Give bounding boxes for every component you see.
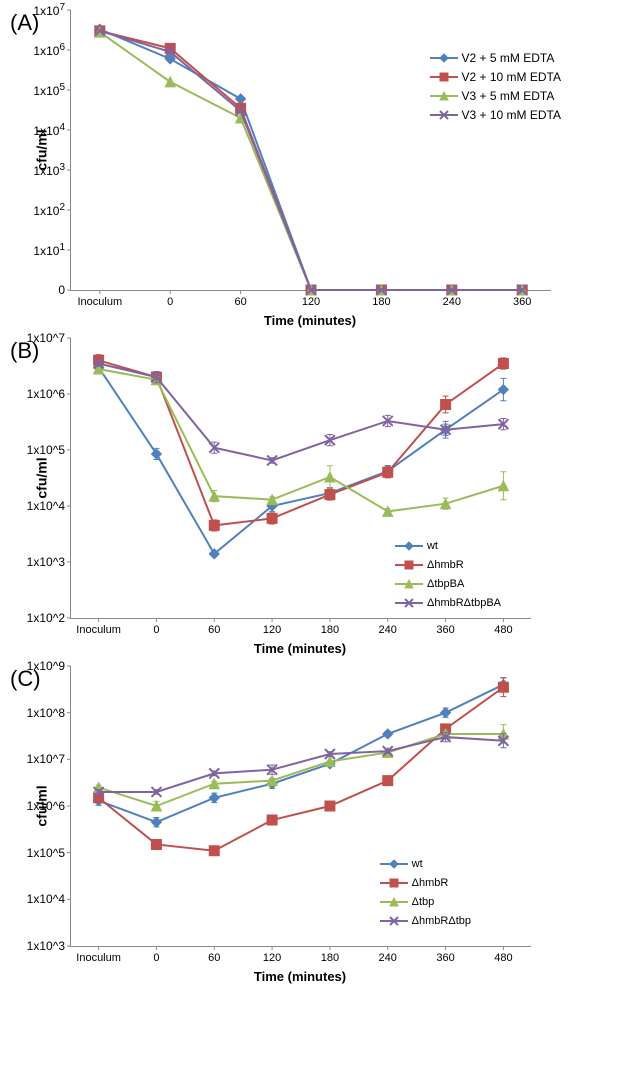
- y-tick-label: 1x10^6: [27, 387, 71, 401]
- legend-label: wt: [427, 540, 438, 552]
- y-tick-label: 1x10^7: [27, 752, 71, 766]
- legend-item: wt: [395, 538, 501, 554]
- legend-label: ΔtbpBA: [427, 578, 464, 590]
- y-tick-label: 1x10^4: [27, 892, 71, 906]
- y-tick-label: 1x10^8: [27, 706, 71, 720]
- legend-item: wt: [380, 856, 471, 872]
- legend-label: ΔhmbR: [412, 877, 449, 889]
- y-tick-label: 1x10^3: [27, 939, 71, 953]
- legend-item: V3 + 10 mM EDTA: [430, 107, 561, 123]
- chart-a: cfu/ml01x1011x1021x1031x1041x1051x1061x1…: [70, 10, 550, 328]
- y-axis-label: cfu/ml: [34, 457, 50, 498]
- x-axis-label: Time (minutes): [70, 641, 530, 656]
- legend-label: wt: [412, 858, 423, 870]
- chart-b: cfu/ml1x10^21x10^31x10^41x10^51x10^61x10…: [70, 338, 530, 656]
- legend-label: ΔhmbR: [427, 559, 464, 571]
- legend: V2 + 5 mM EDTA V2 + 10 mM EDTA V3 + 5 mM E…: [430, 50, 561, 126]
- y-tick-label: 1x10^4: [27, 499, 71, 513]
- legend-item: Δtbp: [380, 894, 471, 910]
- legend-item: ΔhmbR: [395, 557, 501, 573]
- y-tick-label: 1x10^9: [27, 659, 71, 673]
- legend-item: ΔtbpBA: [395, 576, 501, 592]
- legend-item: ΔhmbR: [380, 875, 471, 891]
- legend-label: V3 + 5 mM EDTA: [462, 89, 555, 103]
- legend-label: V2 + 10 mM EDTA: [462, 70, 561, 84]
- legend-label: V3 + 10 mM EDTA: [462, 108, 561, 122]
- legend-label: ΔhmbRΔtbpBA: [427, 597, 501, 609]
- legend-label: V2 + 5 mM EDTA: [462, 51, 555, 65]
- y-tick-label: 1x10^2: [27, 611, 71, 625]
- plot-area: cfu/ml1x10^21x10^31x10^41x10^51x10^61x10…: [70, 338, 531, 619]
- y-tick-label: 1x10^7: [27, 331, 71, 345]
- panel-c: (C) cfu/ml1x10^31x10^41x10^51x10^61x10^7…: [10, 666, 611, 984]
- chart-c: cfu/ml1x10^31x10^41x10^51x10^61x10^71x10…: [70, 666, 530, 984]
- x-axis-label: Time (minutes): [70, 313, 550, 328]
- panel-b: (B) cfu/ml1x10^21x10^31x10^41x10^51x10^6…: [10, 338, 611, 656]
- y-tick-label: 1x102: [33, 202, 71, 218]
- y-tick-label: 1x103: [33, 162, 71, 178]
- legend-item: V2 + 5 mM EDTA: [430, 50, 561, 66]
- legend-label: ΔhmbRΔtbp: [412, 915, 471, 927]
- legend: wtΔhmbRΔtbpΔhmbRΔtbp: [380, 856, 471, 932]
- y-tick-label: 1x10^6: [27, 799, 71, 813]
- panel-a: (A) cfu/ml01x1011x1021x1031x1041x1051x10…: [10, 10, 611, 328]
- legend-label: Δtbp: [412, 896, 435, 908]
- y-tick-label: 1x106: [33, 42, 71, 58]
- plot-area: cfu/ml01x1011x1021x1031x1041x1051x1061x1…: [70, 10, 551, 291]
- y-tick-label: 1x104: [33, 122, 71, 138]
- y-tick-label: 1x105: [33, 82, 71, 98]
- y-tick-label: 1x10^5: [27, 846, 71, 860]
- plot-area: cfu/ml1x10^31x10^41x10^51x10^61x10^71x10…: [70, 666, 531, 947]
- x-axis-label: Time (minutes): [70, 969, 530, 984]
- y-tick-label: 1x107: [33, 2, 71, 18]
- y-tick-label: 1x10^5: [27, 443, 71, 457]
- legend-item: V3 + 5 mM EDTA: [430, 88, 561, 104]
- y-tick-label: 1x101: [33, 242, 71, 258]
- y-tick-label: 1x10^3: [27, 555, 71, 569]
- legend-item: V2 + 10 mM EDTA: [430, 69, 561, 85]
- legend-item: ΔhmbRΔtbpBA: [395, 595, 501, 611]
- legend: wtΔhmbRΔtbpBAΔhmbRΔtbpBA: [395, 538, 501, 614]
- legend-item: ΔhmbRΔtbp: [380, 913, 471, 929]
